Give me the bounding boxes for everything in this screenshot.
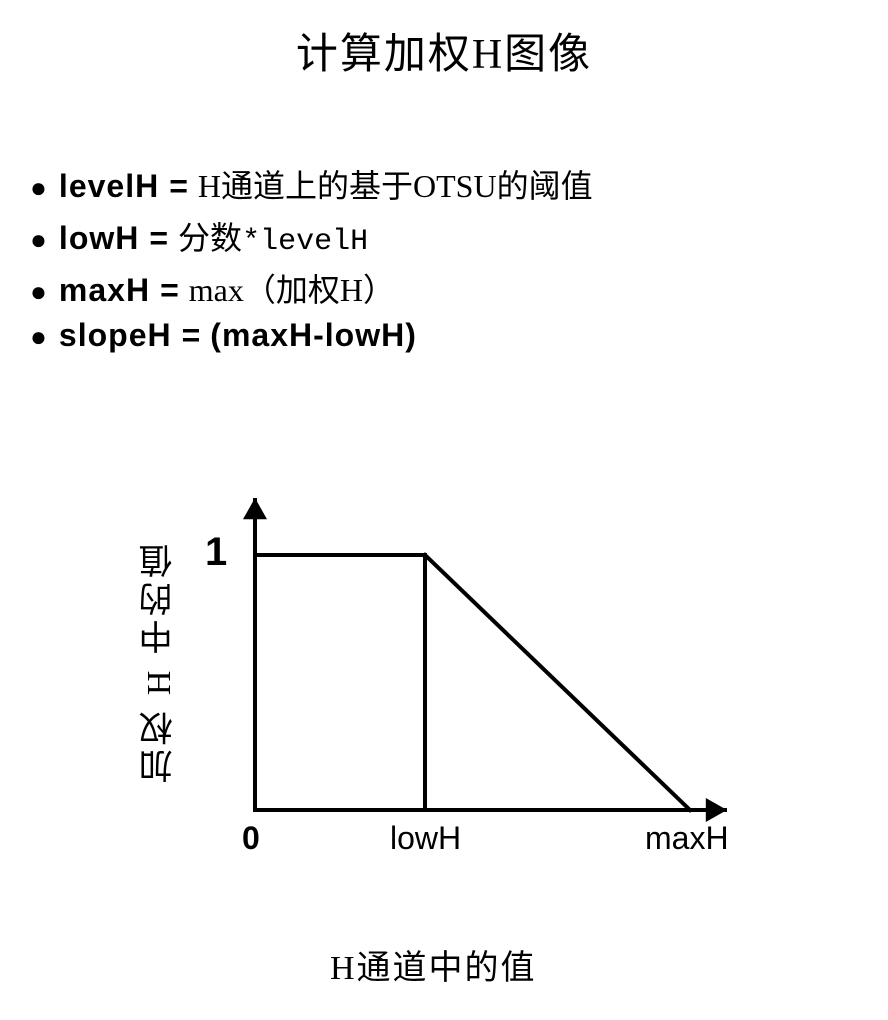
expr-lowH-1: 分数 [178,213,242,259]
var-lowH: lowH [59,220,139,257]
def-row-lowH: ● lowH = 分数*levelH [30,213,888,259]
expr-lowH-2: *levelH [242,225,368,259]
x-tick-maxH: maxH [645,820,729,857]
definitions-list: ● levelH = H通道上的基于OTSU的阈值 ● lowH = 分数*le… [30,161,888,354]
equals-sign: = [182,317,201,354]
bullet-icon: ● [30,175,47,203]
weighted-h-chart: 1 0 lowH maxH [195,490,755,870]
equals-sign: = [160,272,179,309]
bullet-icon: ● [30,279,47,307]
var-maxH: maxH [59,272,150,309]
y-axis-label: 加权 H 中的值 [135,540,184,784]
x-tick-0: 0 [242,820,260,857]
expr-maxH: max（加权H） [189,265,395,311]
equals-sign: = [149,220,168,257]
x-axis-label: H通道中的值 [330,940,537,989]
expr-slopeH: (maxH-lowH) [210,317,417,354]
chart-svg [195,490,755,870]
page-title: 计算加权H图像 [0,20,888,81]
x-tick-lowH: lowH [390,820,461,857]
bullet-icon: ● [30,227,47,255]
def-row-levelH: ● levelH = H通道上的基于OTSU的阈值 [30,161,888,207]
var-levelH: levelH [59,168,159,205]
bullet-icon: ● [30,324,47,352]
y-tick-1: 1 [205,530,227,575]
def-row-slopeH: ● slopeH = (maxH-lowH) [30,317,888,354]
def-row-maxH: ● maxH = max（加权H） [30,265,888,311]
equals-sign: = [169,168,188,205]
var-slopeH: slopeH [59,317,172,354]
expr-levelH: H通道上的基于OTSU的阈值 [198,161,593,207]
